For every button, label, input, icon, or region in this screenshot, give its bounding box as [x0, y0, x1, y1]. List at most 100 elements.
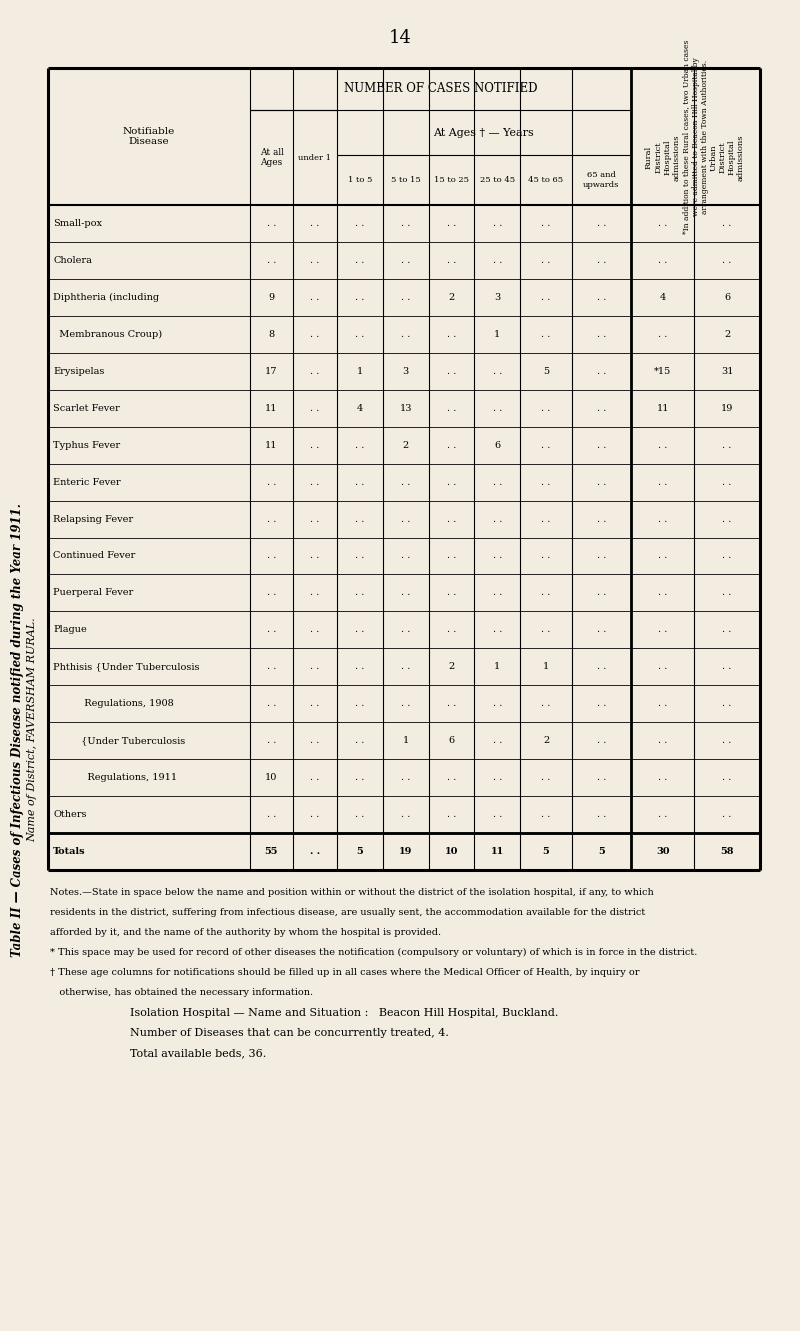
Text: 4: 4 — [357, 403, 363, 413]
Text: . .: . . — [267, 626, 276, 635]
Text: . .: . . — [722, 736, 732, 745]
Text: . .: . . — [310, 441, 320, 450]
Text: 1: 1 — [543, 663, 549, 671]
Text: * This space may be used for record of other diseases the notification (compulso: * This space may be used for record of o… — [50, 948, 698, 957]
Text: . .: . . — [446, 478, 456, 487]
Text: . .: . . — [401, 330, 410, 339]
Text: . .: . . — [597, 736, 606, 745]
Text: At all
Ages: At all Ages — [259, 148, 283, 168]
Text: *In addition to these Rural cases, two Urban cases
were admitted to Beacon Hill : *In addition to these Rural cases, two U… — [682, 40, 709, 234]
Text: Puerperal Fever: Puerperal Fever — [53, 588, 134, 598]
Text: . .: . . — [446, 626, 456, 635]
Text: 30: 30 — [656, 847, 670, 856]
Text: . .: . . — [446, 220, 456, 228]
Text: . .: . . — [446, 588, 456, 598]
Text: . .: . . — [542, 773, 550, 783]
Text: . .: . . — [401, 478, 410, 487]
Text: 19: 19 — [721, 403, 734, 413]
Text: 1: 1 — [357, 367, 363, 375]
Text: . .: . . — [658, 551, 667, 560]
Text: . .: . . — [722, 588, 732, 598]
Text: . .: . . — [493, 478, 502, 487]
Text: NUMBER OF CASES NOTIFIED: NUMBER OF CASES NOTIFIED — [344, 83, 537, 96]
Text: . .: . . — [401, 626, 410, 635]
Text: . .: . . — [542, 220, 550, 228]
Text: . .: . . — [597, 811, 606, 819]
Text: . .: . . — [722, 478, 732, 487]
Text: Isolation Hospital — Name and Situation :   Beacon Hill Hospital, Buckland.: Isolation Hospital — Name and Situation … — [130, 1008, 558, 1018]
Text: Diphtheria (including: Diphtheria (including — [53, 293, 159, 302]
Text: . .: . . — [542, 515, 550, 523]
Text: {Under Tuberculosis: {Under Tuberculosis — [53, 736, 186, 745]
Text: 2: 2 — [448, 663, 454, 671]
Text: . .: . . — [310, 478, 320, 487]
Text: Typhus Fever: Typhus Fever — [53, 441, 120, 450]
Text: 6: 6 — [724, 293, 730, 302]
Text: . .: . . — [401, 811, 410, 819]
Text: . .: . . — [355, 293, 364, 302]
Text: . .: . . — [658, 588, 667, 598]
Text: . .: . . — [310, 699, 320, 708]
Text: afforded by it, and the name of the authority by whom the hospital is provided.: afforded by it, and the name of the auth… — [50, 928, 441, 937]
Text: . .: . . — [446, 403, 456, 413]
Text: . .: . . — [658, 736, 667, 745]
Text: 11: 11 — [266, 441, 278, 450]
Text: . .: . . — [722, 773, 732, 783]
Text: Table II — Cases of Infectious Disease notified during the Year 1911.: Table II — Cases of Infectious Disease n… — [11, 503, 25, 957]
Text: . .: . . — [493, 588, 502, 598]
Text: . .: . . — [597, 699, 606, 708]
Text: . .: . . — [722, 663, 732, 671]
Text: 10: 10 — [266, 773, 278, 783]
Text: 10: 10 — [445, 847, 458, 856]
Text: . .: . . — [267, 515, 276, 523]
Text: residents in the district, suffering from infectious disease, are usually sent, : residents in the district, suffering fro… — [50, 908, 646, 917]
Text: . .: . . — [310, 663, 320, 671]
Text: . .: . . — [310, 293, 320, 302]
Text: Membranous Croup): Membranous Croup) — [53, 330, 162, 339]
Text: otherwise, has obtained the necessary information.: otherwise, has obtained the necessary in… — [50, 988, 313, 997]
Text: . .: . . — [493, 811, 502, 819]
Text: . .: . . — [542, 441, 550, 450]
Text: Regulations, 1908: Regulations, 1908 — [53, 699, 174, 708]
Text: . .: . . — [722, 256, 732, 265]
Text: 6: 6 — [449, 736, 454, 745]
Text: . .: . . — [267, 699, 276, 708]
Text: † These age columns for notifications should be filled up in all cases where the: † These age columns for notifications sh… — [50, 968, 639, 977]
Text: . .: . . — [542, 588, 550, 598]
Text: . .: . . — [446, 441, 456, 450]
Text: . .: . . — [401, 699, 410, 708]
Text: . .: . . — [493, 699, 502, 708]
Text: . .: . . — [310, 773, 320, 783]
Text: . .: . . — [267, 256, 276, 265]
Text: . .: . . — [310, 403, 320, 413]
Text: . .: . . — [310, 515, 320, 523]
Text: . .: . . — [267, 663, 276, 671]
Text: 65 and
upwards: 65 and upwards — [583, 172, 619, 189]
Text: 31: 31 — [721, 367, 734, 375]
Text: 5: 5 — [598, 847, 605, 856]
Text: Others: Others — [53, 811, 86, 819]
Text: . .: . . — [446, 773, 456, 783]
Text: . .: . . — [401, 588, 410, 598]
Text: 5: 5 — [356, 847, 363, 856]
Text: Enteric Fever: Enteric Fever — [53, 478, 121, 487]
Text: . .: . . — [267, 736, 276, 745]
Text: . .: . . — [401, 220, 410, 228]
Text: Scarlet Fever: Scarlet Fever — [53, 403, 120, 413]
Text: 1: 1 — [402, 736, 409, 745]
Text: 17: 17 — [266, 367, 278, 375]
Text: . .: . . — [597, 551, 606, 560]
Text: . .: . . — [542, 626, 550, 635]
Text: . .: . . — [355, 626, 364, 635]
Text: 11: 11 — [490, 847, 504, 856]
Text: . .: . . — [597, 515, 606, 523]
Text: 8: 8 — [269, 330, 274, 339]
Text: . .: . . — [446, 699, 456, 708]
Text: . .: . . — [597, 663, 606, 671]
Text: . .: . . — [658, 220, 667, 228]
Text: . .: . . — [493, 403, 502, 413]
Text: . .: . . — [493, 626, 502, 635]
Text: 11: 11 — [657, 403, 669, 413]
Text: . .: . . — [658, 811, 667, 819]
Text: . .: . . — [446, 367, 456, 375]
